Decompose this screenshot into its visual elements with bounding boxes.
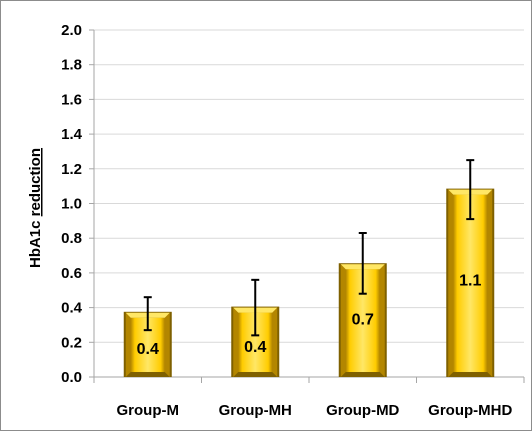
bar-bevel-bottom (125, 372, 170, 377)
x-category-label: Group-M (117, 402, 179, 419)
data-label: 0.4 (137, 341, 159, 358)
data-label: 0.4 (244, 339, 266, 356)
y-tick-label: 1.6 (61, 91, 82, 108)
y-axis-title-prefix: HbA1c (27, 216, 44, 268)
bar-face (453, 194, 488, 372)
y-tick-label: 1.8 (61, 57, 82, 74)
data-label: 1.1 (459, 273, 481, 290)
y-tick-label: 0.8 (61, 230, 82, 247)
y-tick-label: 1.4 (61, 126, 83, 143)
y-tick-label: 0.0 (61, 369, 82, 386)
y-tick-label: 0.4 (61, 300, 83, 317)
y-tick-label: 0.2 (61, 334, 82, 351)
y-tick-label: 2.0 (61, 22, 82, 39)
bar-bevel-bottom (340, 372, 385, 377)
y-axis-title: HbA1c reduction (27, 148, 44, 268)
data-label: 0.7 (352, 311, 374, 328)
bar-bevel-bottom (448, 372, 493, 377)
y-tick-label: 1.0 (61, 196, 82, 213)
bars (123, 188, 495, 377)
bar-bevel-bottom (233, 372, 278, 377)
x-category-label: Group-MHD (428, 402, 512, 419)
y-tick-label: 1.2 (61, 161, 82, 178)
labels: 2.0 1.8 1.6 1.4 1.2 1.0 0.8 0.6 0.4 0.2 0.0 0.4 Grou… (61, 22, 512, 419)
x-category-label: Group-MH (219, 402, 292, 419)
x-category-label: Group-MD (326, 402, 399, 419)
y-axis-title-underlined: reduction (27, 148, 44, 216)
y-tick-label: 0.6 (61, 265, 82, 282)
